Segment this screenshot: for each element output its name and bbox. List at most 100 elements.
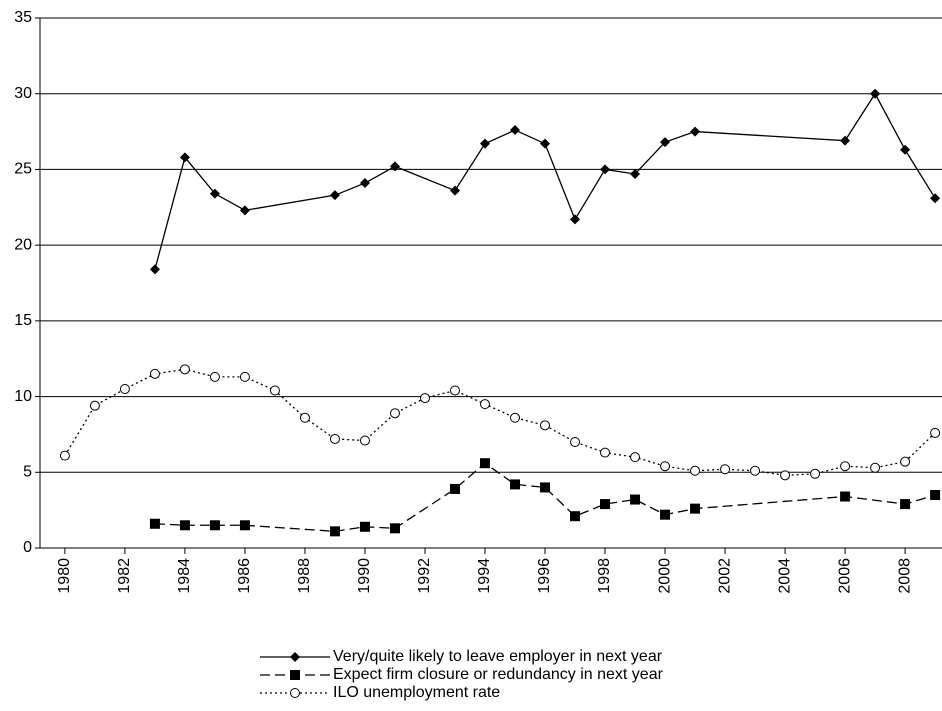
data-point <box>329 433 340 444</box>
data-point <box>149 368 160 379</box>
data-point <box>600 447 611 458</box>
data-point <box>900 499 911 510</box>
data-point <box>179 520 190 531</box>
data-point <box>840 461 851 472</box>
data-point <box>359 435 370 446</box>
x-tick-label: 1998 <box>596 558 613 594</box>
data-point <box>479 399 490 410</box>
data-point <box>630 168 641 179</box>
data-point <box>59 450 70 461</box>
data-point <box>660 461 671 472</box>
data-point <box>930 427 941 438</box>
x-tick-label: 1988 <box>296 558 313 594</box>
data-point <box>630 494 641 505</box>
x-tick-label: 1990 <box>356 558 373 594</box>
data-point <box>239 371 250 382</box>
data-point <box>449 385 460 396</box>
data-point <box>419 393 430 404</box>
x-tick-label: 1994 <box>476 558 493 594</box>
data-point <box>900 144 911 155</box>
series-line <box>154 92 936 270</box>
y-tick-label: 35 <box>14 9 32 26</box>
y-tick-label: 0 <box>23 539 32 556</box>
data-point <box>329 526 340 537</box>
y-tick-label: 20 <box>14 236 32 253</box>
data-point <box>810 468 821 479</box>
data-point <box>600 164 611 175</box>
x-tick-label: 1980 <box>56 558 73 594</box>
legend-label: Very/quite likely to leave employer in n… <box>333 648 663 665</box>
series-line <box>64 368 936 476</box>
data-point <box>720 464 731 475</box>
data-point <box>870 462 881 473</box>
data-point <box>299 412 310 423</box>
data-point <box>449 185 460 196</box>
data-point <box>510 412 521 423</box>
x-tick-label: 1984 <box>176 558 193 594</box>
data-point <box>359 521 370 532</box>
data-point <box>540 138 551 149</box>
data-point <box>570 437 581 447</box>
data-point <box>510 125 521 136</box>
data-point <box>870 88 881 99</box>
data-point <box>239 205 250 216</box>
data-point <box>540 420 551 431</box>
legend-marker <box>290 652 300 662</box>
data-point <box>209 188 220 199</box>
data-point <box>750 465 761 476</box>
data-point <box>269 385 280 396</box>
data-point <box>389 523 400 534</box>
data-point <box>89 400 100 411</box>
data-point <box>179 152 190 163</box>
data-point <box>540 482 551 493</box>
data-point <box>840 491 851 502</box>
data-point <box>119 384 130 394</box>
x-tick-label: 2008 <box>896 558 913 594</box>
y-tick-label: 5 <box>23 464 32 481</box>
data-point <box>690 503 701 514</box>
data-point <box>930 490 941 500</box>
legend-label: Expect firm closure or redundancy in nex… <box>333 666 664 683</box>
data-point <box>209 520 220 531</box>
data-point <box>479 458 490 469</box>
data-point <box>449 483 460 494</box>
data-point <box>359 178 370 189</box>
data-point <box>900 456 911 467</box>
data-point <box>630 452 641 463</box>
data-point <box>479 138 490 149</box>
x-tick-label: 1992 <box>416 558 433 594</box>
data-point <box>570 214 581 225</box>
legend-marker <box>290 670 300 680</box>
data-point <box>930 193 941 204</box>
legend-marker <box>290 688 300 698</box>
y-tick-label: 15 <box>14 312 32 329</box>
data-point <box>149 518 160 529</box>
data-point <box>690 465 701 476</box>
data-point <box>239 520 250 531</box>
x-tick-label: 1982 <box>116 558 133 594</box>
x-tick-label: 2004 <box>776 558 793 594</box>
data-point <box>149 264 160 275</box>
x-tick-label: 2002 <box>716 558 733 594</box>
data-point <box>389 161 400 172</box>
data-point <box>329 190 340 201</box>
legend-label: ILO unemployment rate <box>333 684 500 701</box>
y-tick-label: 25 <box>14 161 32 178</box>
x-tick-label: 2006 <box>836 558 853 594</box>
x-tick-label: 1986 <box>236 558 253 594</box>
data-point <box>690 126 701 137</box>
x-tick-label: 2000 <box>656 558 673 594</box>
data-point <box>179 364 190 375</box>
data-point <box>570 511 581 522</box>
data-point <box>660 509 671 520</box>
y-tick-label: 10 <box>14 388 32 405</box>
data-point <box>510 479 521 490</box>
data-point <box>600 499 611 510</box>
data-point <box>840 135 851 146</box>
data-point <box>389 408 400 419</box>
x-tick-label: 1996 <box>536 558 553 594</box>
data-point <box>209 371 220 382</box>
data-point <box>780 470 791 481</box>
data-point <box>660 137 671 148</box>
